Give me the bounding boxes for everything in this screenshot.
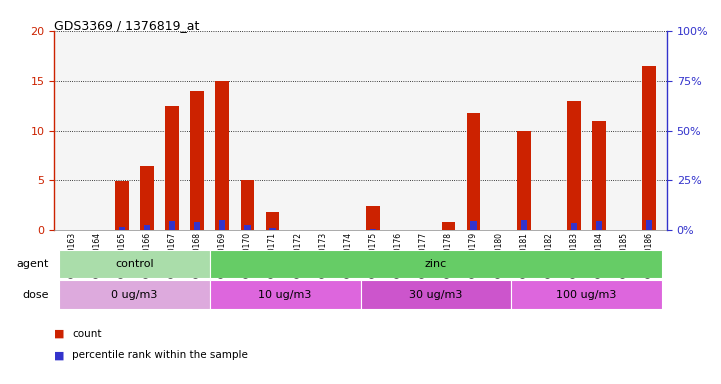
Text: 100 ug/m3: 100 ug/m3 xyxy=(557,290,616,300)
Text: dose: dose xyxy=(22,290,49,300)
Bar xyxy=(642,66,656,230)
Bar xyxy=(241,180,255,230)
Bar xyxy=(521,220,527,230)
Bar xyxy=(216,81,229,230)
Bar xyxy=(165,106,179,230)
Text: zinc: zinc xyxy=(425,259,447,269)
Text: ■: ■ xyxy=(54,329,65,339)
Bar xyxy=(115,182,129,230)
Text: percentile rank within the sample: percentile rank within the sample xyxy=(72,350,248,360)
Text: 10 ug/m3: 10 ug/m3 xyxy=(258,290,312,300)
Bar xyxy=(194,222,200,230)
Bar xyxy=(370,229,376,230)
Bar xyxy=(466,113,480,230)
Bar xyxy=(360,280,511,309)
Bar xyxy=(517,131,531,230)
Bar xyxy=(366,207,380,230)
Text: control: control xyxy=(115,259,154,269)
Bar xyxy=(119,227,125,230)
Bar xyxy=(441,222,456,230)
Bar xyxy=(571,223,577,230)
Bar xyxy=(59,250,210,278)
Bar xyxy=(59,280,210,309)
Bar xyxy=(596,222,602,230)
Bar xyxy=(219,220,226,230)
Bar xyxy=(470,222,477,230)
Bar xyxy=(592,121,606,230)
Bar xyxy=(646,220,653,230)
Text: count: count xyxy=(72,329,102,339)
Bar xyxy=(140,166,154,230)
Bar xyxy=(210,280,360,309)
Text: GDS3369 / 1376819_at: GDS3369 / 1376819_at xyxy=(54,19,200,32)
Bar xyxy=(169,222,175,230)
Text: 0 ug/m3: 0 ug/m3 xyxy=(111,290,158,300)
Bar xyxy=(265,212,280,230)
Text: ■: ■ xyxy=(54,350,65,360)
Text: 30 ug/m3: 30 ug/m3 xyxy=(409,290,463,300)
Bar xyxy=(511,280,662,309)
Bar xyxy=(567,101,581,230)
Bar xyxy=(244,225,251,230)
Text: agent: agent xyxy=(17,259,49,269)
Bar xyxy=(270,228,275,230)
Bar xyxy=(210,250,662,278)
Bar xyxy=(144,225,150,230)
Bar xyxy=(190,91,204,230)
